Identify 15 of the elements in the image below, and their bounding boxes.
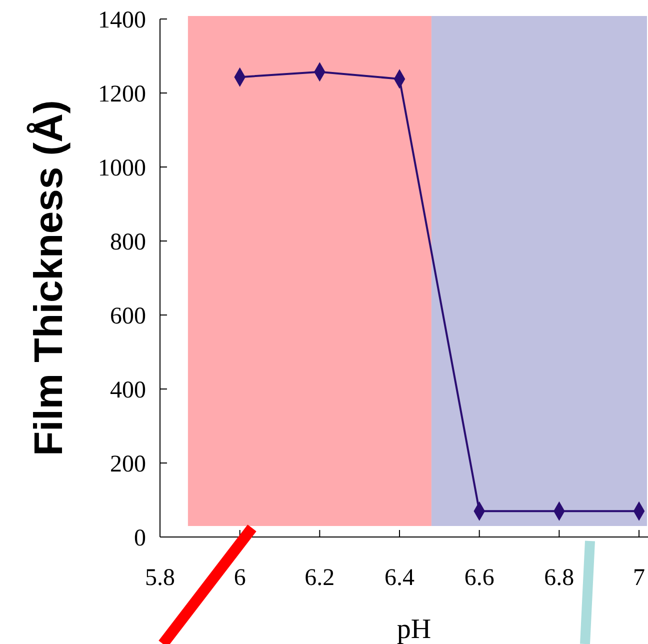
y-tick-label: 0 — [134, 525, 146, 552]
x-tick-label: 6.8 — [544, 565, 574, 591]
y-tick-label: 1400 — [98, 7, 146, 34]
y-tick-label: 400 — [110, 377, 146, 404]
x-tick-label: 6.6 — [464, 565, 494, 591]
y-tick-label: 600 — [110, 303, 146, 330]
y-tick-label: 1000 — [98, 155, 146, 182]
y-tick-label: 800 — [110, 229, 146, 256]
y-tick-label: 1200 — [98, 81, 146, 108]
x-tick-label: 7 — [633, 565, 646, 591]
x-axis-title: pH — [396, 614, 432, 644]
x-tick-label: 6.4 — [384, 565, 415, 591]
y-axis-title: Film Thickness (Å) — [26, 100, 71, 456]
x-tick-label: 6.2 — [304, 565, 335, 591]
y-tick-label: 200 — [110, 451, 146, 478]
